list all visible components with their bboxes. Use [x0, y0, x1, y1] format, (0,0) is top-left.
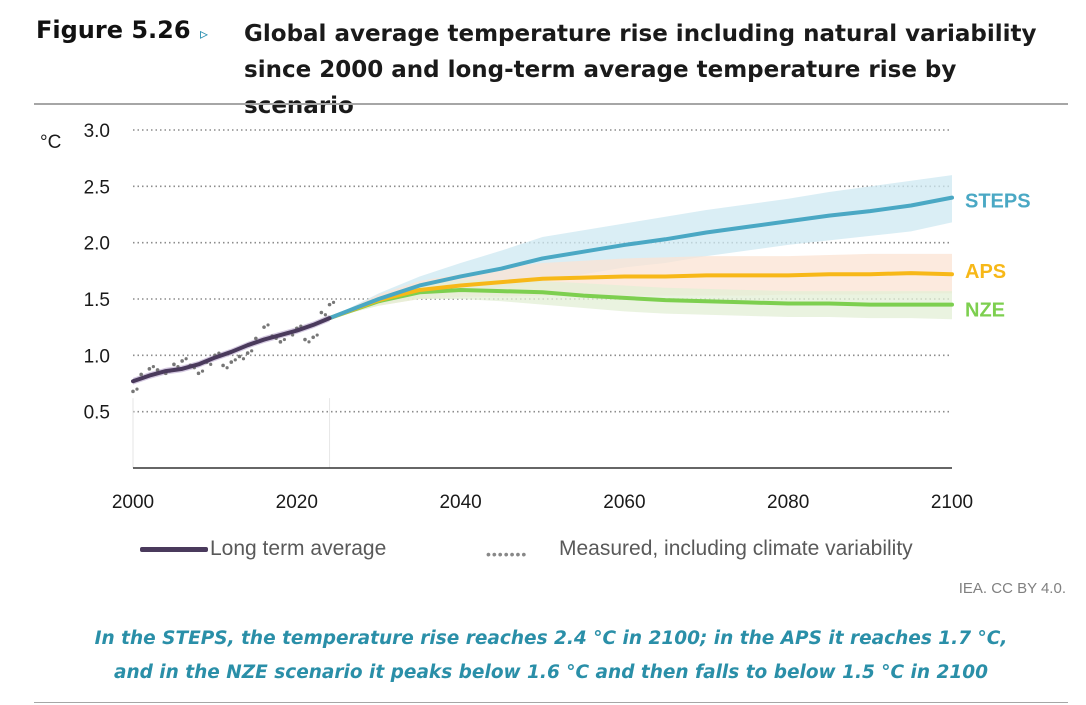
measured-point	[319, 310, 324, 315]
measured-point	[237, 354, 242, 359]
legend-measured-label: Measured, including climate variability	[559, 537, 913, 560]
measured-point	[241, 357, 246, 361]
measured-point	[229, 360, 234, 364]
measured-point	[254, 336, 258, 341]
y-unit-label: °C	[40, 132, 61, 153]
source-credit: IEA. CC BY 4.0.	[958, 580, 1066, 597]
measured-point	[303, 337, 307, 342]
measured-point	[135, 387, 139, 391]
legend-long-term-swatch	[140, 547, 208, 552]
figure-label: Figure 5.26	[36, 16, 191, 44]
figure-title-line-1: Global average temperature rise includin…	[244, 21, 1037, 47]
measured-point	[147, 367, 152, 371]
legend-measured-swatch: •••••••	[486, 546, 528, 562]
measured-point	[311, 335, 315, 340]
measured-point	[180, 359, 184, 363]
series-label-nze: NZE	[965, 300, 1005, 322]
x-tick-label: 2000	[112, 492, 154, 513]
history-line	[131, 316, 332, 384]
aps-line	[327, 271, 954, 321]
measured-point	[282, 337, 287, 342]
y-tick-label: 0.5	[84, 403, 110, 424]
figure-title-line-2: since 2000 and long-term average tempera…	[244, 57, 957, 119]
measured-point	[291, 333, 295, 337]
nze-line	[327, 287, 954, 321]
measured-point	[221, 363, 225, 368]
bottom-divider	[34, 702, 1068, 703]
triangle-arrow-icon: ▹	[200, 26, 209, 43]
caption-line-2: and in the NZE scenario it peaks below 1…	[113, 662, 989, 683]
measured-point	[209, 362, 213, 366]
y-tick-label: 1.0	[84, 346, 110, 367]
measured-point	[327, 302, 332, 307]
temperature-chart: 0.5 1.0 1.5 2.0 2.5 3.0 °C 2000 2020 2040 2060 2080…	[40, 121, 1031, 513]
measured-point	[200, 369, 205, 373]
measured-points	[131, 300, 336, 394]
legend-long-term-label: Long term average	[210, 537, 387, 560]
measured-point	[262, 325, 266, 329]
y-tick-label: 2.0	[84, 234, 110, 255]
measured-point	[172, 362, 176, 367]
measured-point	[245, 351, 250, 355]
x-tick-label: 2020	[276, 492, 318, 513]
measured-point	[225, 366, 229, 370]
x-tick-label: 2080	[767, 492, 809, 513]
axes: 0.5 1.0 1.5 2.0 2.5 3.0 °C 2000 2020 2040 2060 2080…	[40, 121, 973, 513]
measured-point	[250, 349, 254, 353]
series-labels: STEPS APS NZE	[965, 191, 1031, 322]
measured-point	[151, 365, 155, 369]
measured-point	[155, 368, 160, 372]
top-divider	[34, 103, 1068, 105]
measured-point	[315, 333, 319, 337]
x-tick-label: 2040	[439, 492, 481, 513]
y-tick-label: 1.5	[84, 290, 110, 311]
x-tick-label: 2100	[931, 492, 973, 513]
measured-point	[323, 313, 327, 317]
figure-title: Global average temperature rise includin…	[244, 16, 1074, 124]
measured-point	[196, 371, 201, 376]
series-label-aps: APS	[965, 261, 1006, 283]
measured-point	[307, 340, 311, 344]
measured-point	[331, 300, 336, 304]
measured-point	[131, 389, 135, 394]
figure-caption: In the STEPS, the temperature rise reach…	[34, 622, 1068, 690]
measured-point	[184, 357, 188, 361]
steps-line	[327, 195, 954, 321]
aps-band	[329, 253, 952, 319]
caption-line-1: In the STEPS, the temperature rise reach…	[94, 628, 1008, 649]
series-label-steps: STEPS	[965, 191, 1031, 213]
measured-point	[139, 372, 143, 377]
measured-point	[233, 358, 237, 362]
measured-point	[266, 323, 270, 327]
series-lines	[131, 195, 954, 384]
y-tick-label: 3.0	[84, 121, 110, 142]
measured-point	[278, 340, 283, 344]
x-tick-label: 2060	[603, 492, 645, 513]
y-tick-label: 2.5	[84, 177, 110, 198]
